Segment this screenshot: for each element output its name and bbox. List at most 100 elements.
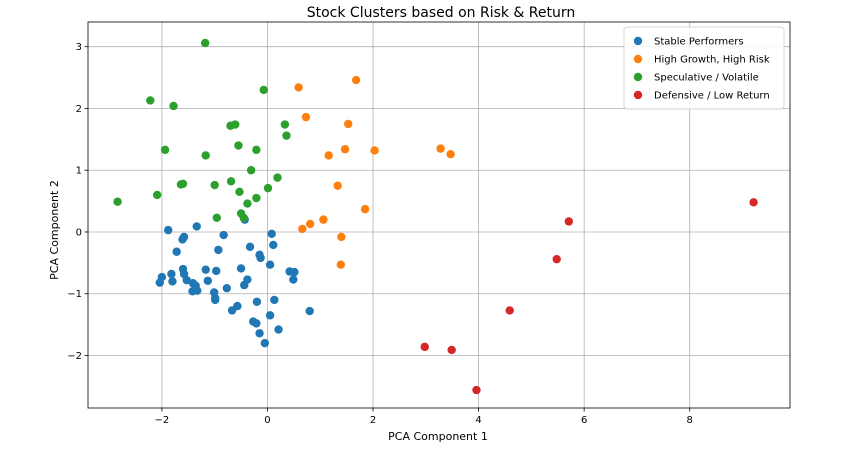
data-point <box>472 385 481 395</box>
legend-marker <box>633 72 643 82</box>
x-tick-label: 6 <box>581 415 587 426</box>
data-point <box>290 267 299 277</box>
data-point <box>294 83 303 92</box>
data-point <box>252 145 261 155</box>
legend-marker <box>633 36 643 46</box>
data-point <box>201 151 210 160</box>
data-point <box>270 295 279 305</box>
data-point <box>340 145 350 154</box>
data-point <box>155 278 164 287</box>
data-point <box>239 213 248 222</box>
data-point <box>360 204 370 214</box>
data-point <box>260 338 270 348</box>
data-point <box>160 145 170 155</box>
data-point <box>447 345 456 355</box>
x-tick-label: 8 <box>687 415 693 426</box>
legend: Stable Performers High Growth, High Risk S… <box>623 26 785 110</box>
data-point <box>305 306 314 316</box>
data-point <box>267 229 276 239</box>
data-point <box>176 180 186 189</box>
data-point <box>233 301 242 311</box>
x-tick-label: 0 <box>264 415 270 426</box>
y-tick-label: 0 <box>76 227 82 238</box>
y-tick-label: 3 <box>76 42 82 53</box>
data-point <box>306 219 315 229</box>
chart-title: Stock Clusters based on Risk & Return <box>307 5 576 21</box>
data-point <box>200 38 210 48</box>
data-point <box>564 217 574 226</box>
data-point <box>505 306 514 315</box>
data-point <box>436 144 445 153</box>
data-point <box>252 193 261 203</box>
data-point <box>214 245 223 255</box>
data-point <box>282 131 291 140</box>
data-point <box>319 215 328 224</box>
data-point <box>298 224 307 234</box>
data-point <box>252 297 262 306</box>
data-point <box>273 173 282 182</box>
x-tick-label: 2 <box>370 415 376 426</box>
legend-label: Defensive / Low Return <box>654 91 770 102</box>
legend-label: Stable Performers <box>654 37 744 48</box>
data-point <box>203 276 213 285</box>
data-point <box>152 190 162 200</box>
data-point <box>212 213 221 222</box>
y-tick-label: 2 <box>76 104 82 115</box>
legend-label: Speculative / Volatile <box>654 73 759 84</box>
data-point <box>182 275 191 285</box>
data-point <box>324 151 333 160</box>
data-point <box>222 283 232 293</box>
y-tick-label: 1 <box>76 166 82 177</box>
data-point <box>552 254 561 264</box>
data-point <box>256 253 265 263</box>
data-point <box>265 311 275 320</box>
data-point <box>289 275 298 284</box>
data-point <box>255 329 264 338</box>
data-point <box>169 101 178 111</box>
data-point <box>337 232 346 242</box>
y-axis-label: PCA Component 2 <box>48 180 61 280</box>
x-tick-label: 4 <box>475 415 481 426</box>
legend-marker <box>633 54 643 64</box>
data-point <box>420 342 429 352</box>
data-point <box>351 75 361 85</box>
data-point <box>446 149 455 159</box>
data-points <box>113 38 758 395</box>
data-point <box>370 146 379 155</box>
data-point <box>188 287 197 296</box>
data-point <box>178 235 187 244</box>
x-axis-label: PCA Component 1 <box>388 430 488 443</box>
data-point <box>172 247 181 256</box>
data-point <box>344 119 353 129</box>
data-point <box>211 295 220 305</box>
data-point <box>201 265 210 274</box>
data-point <box>333 181 342 190</box>
axis-ticks: −2 0 2 4 6 8 −2 −1 0 1 2 3 <box>67 42 693 426</box>
data-point <box>245 242 255 252</box>
data-point <box>226 177 236 186</box>
legend-marker <box>633 90 643 100</box>
data-point <box>252 319 261 328</box>
data-point <box>146 96 155 105</box>
y-tick-label: −1 <box>67 289 82 300</box>
data-point <box>113 197 122 206</box>
data-point <box>164 225 173 235</box>
data-point <box>749 198 758 207</box>
y-tick-label: −2 <box>67 351 82 362</box>
x-tick-label: −2 <box>155 415 170 426</box>
data-point <box>168 277 177 286</box>
data-point <box>226 121 235 130</box>
data-point <box>269 240 278 250</box>
legend-box <box>623 26 785 110</box>
data-point <box>280 120 290 129</box>
data-point <box>265 260 275 269</box>
data-point <box>192 222 201 231</box>
legend-label: High Growth, High Risk <box>654 55 770 66</box>
data-point <box>246 166 256 175</box>
data-point <box>167 269 176 279</box>
data-point <box>236 264 246 273</box>
data-point <box>259 85 268 95</box>
data-point <box>274 325 283 334</box>
data-point <box>234 141 243 150</box>
